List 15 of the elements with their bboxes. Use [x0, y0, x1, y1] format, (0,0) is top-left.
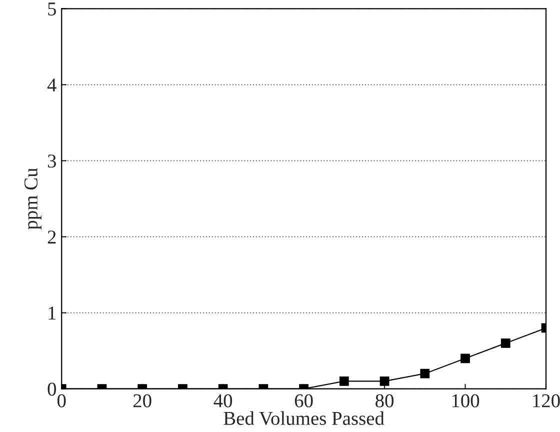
y-tick-label: 1 [48, 306, 56, 320]
y-tick-label: 3 [48, 154, 56, 168]
x-tick-label: 120 [533, 394, 560, 408]
x-tick-label: 80 [376, 394, 394, 408]
y-tick-label: 0 [48, 382, 56, 396]
x-tick-label: 60 [294, 394, 313, 408]
x-axis-title: Bed Volumes Passed [224, 411, 384, 426]
y-tick-label: 5 [48, 2, 56, 16]
x-tick-label: 0 [57, 394, 66, 408]
x-tick-label: 20 [133, 394, 152, 408]
y-tick-label: 4 [47, 78, 56, 92]
y-tick-label: 2 [48, 230, 56, 244]
x-tick-label: 100 [452, 394, 480, 408]
x-tick-label: 40 [214, 394, 232, 408]
y-axis-title: ppm Cu [24, 168, 42, 230]
